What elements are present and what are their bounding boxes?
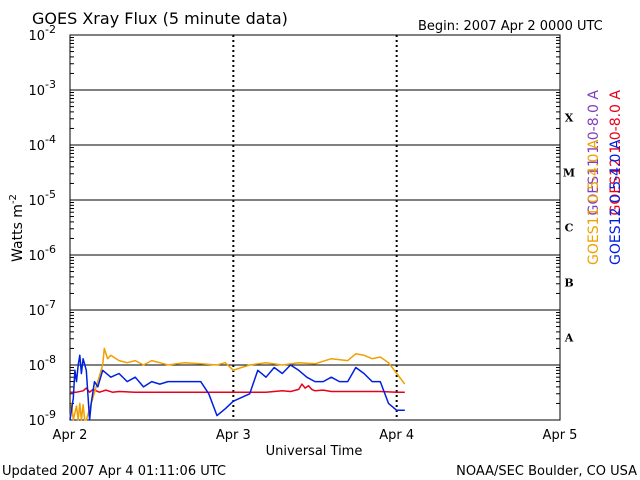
flare-class-labels: X M C B A	[563, 112, 575, 345]
y-axis-label: Watts m-2	[8, 194, 26, 262]
y-tick-label: 10-5	[28, 188, 56, 209]
legend-entry: GOES12 1.0-8.0 A	[608, 90, 624, 216]
flare-class-label: B	[564, 277, 573, 290]
series-line	[69, 347, 406, 421]
x-tick-label: Apr 3	[216, 428, 251, 443]
chart-title: GOES Xray Flux (5 minute data)	[32, 9, 288, 28]
legend-entry: GOES12 0.5-4.0 A	[608, 139, 624, 265]
y-tick-label: 10-8	[28, 353, 56, 374]
legend-entry: GOES11 0.5-4.0 A	[586, 139, 602, 265]
series-line	[70, 383, 405, 393]
y-tick-label: 10-4	[28, 133, 56, 154]
x-axis-label: Universal Time	[266, 444, 363, 459]
series-line	[69, 354, 405, 421]
flare-class-label: X	[565, 112, 574, 125]
y-tick-label: 10-2	[28, 23, 56, 44]
y-tick-label: 10-9	[28, 408, 56, 429]
flare-class-label: M	[563, 167, 575, 180]
y-tick-label: 10-7	[28, 298, 56, 319]
y-tick-label: 10-6	[28, 243, 56, 264]
y-tick-label: 10-3	[28, 78, 56, 99]
legend-entry: GOES11 1.0-8.0 A	[586, 90, 602, 216]
y-tick-labels: 10-2 10-3 10-4 10-5 10-6 10-7 10-8 10-9	[28, 23, 56, 429]
x-tick-label: Apr 5	[543, 428, 578, 443]
data-series	[69, 347, 406, 421]
x-tick-labels: Apr 2 Apr 3 Apr 4 Apr 5	[53, 428, 578, 443]
plot-frame	[69, 34, 561, 421]
credit-label: NOAA/SEC Boulder, CO USA	[456, 464, 637, 479]
legend: GOES11 1.0-8.0 A GOES12 1.0-8.0 A GOES11 0…	[586, 90, 624, 265]
grid-lines	[70, 34, 560, 421]
updated-timestamp: Updated 2007 Apr 4 01:11:06 UTC	[2, 464, 226, 479]
flare-class-label: A	[564, 332, 574, 345]
flare-class-label: C	[565, 222, 574, 235]
x-tick-label: Apr 4	[379, 428, 414, 443]
x-tick-label: Apr 2	[53, 428, 88, 443]
begin-label: Begin: 2007 Apr 2 0000 UTC	[418, 19, 603, 34]
